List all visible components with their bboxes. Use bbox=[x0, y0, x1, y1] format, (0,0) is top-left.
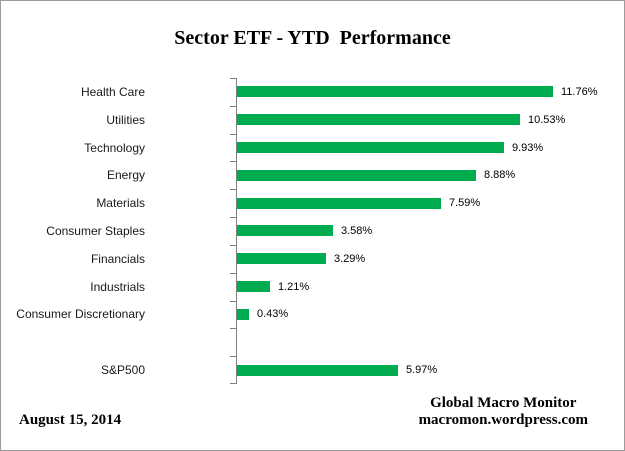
bar-row: 0.43% bbox=[237, 301, 624, 329]
value-label: 7.59% bbox=[449, 197, 481, 210]
category-label: S&P500 bbox=[100, 363, 145, 378]
bar bbox=[237, 253, 326, 265]
chart-title: Sector ETF - YTD Performance bbox=[174, 27, 451, 49]
bar bbox=[237, 169, 476, 181]
category-label: Consumer Discretionary bbox=[16, 307, 145, 322]
footer-source-name: Global Macro Monitor bbox=[430, 395, 577, 411]
axis-tick bbox=[230, 161, 236, 162]
value-label: 11.76% bbox=[561, 85, 598, 98]
value-label: 3.58% bbox=[341, 224, 373, 237]
bar bbox=[237, 142, 504, 154]
value-label: 1.21% bbox=[278, 280, 310, 293]
category-label: Technology bbox=[84, 140, 145, 155]
plot-area: Health Care Utilities Technology Energy Mate… bbox=[1, 78, 624, 384]
axis-tick bbox=[230, 301, 236, 302]
category-axis-labels: Health Care Utilities Technology Energy Mate… bbox=[1, 78, 145, 384]
axis-tick bbox=[230, 106, 236, 107]
value-label: 8.88% bbox=[484, 169, 516, 182]
bar bbox=[237, 308, 249, 320]
bar-row: 3.29% bbox=[237, 245, 624, 273]
category-label: Materials bbox=[96, 196, 145, 211]
category-label: Health Care bbox=[80, 84, 145, 99]
bar-row: 3.58% bbox=[237, 217, 624, 245]
bar-row: 1.21% bbox=[237, 273, 624, 301]
value-label: 0.43% bbox=[257, 308, 289, 321]
bar bbox=[237, 114, 520, 126]
axis-tick bbox=[230, 78, 236, 79]
category-label: Consumer Staples bbox=[46, 223, 145, 238]
bar-row: 9.93% bbox=[237, 134, 624, 162]
axis-tick bbox=[230, 189, 236, 190]
bar bbox=[237, 197, 441, 209]
category-label: Energy bbox=[106, 168, 145, 183]
bar-row: 11.76% bbox=[237, 78, 624, 106]
value-label: 9.93% bbox=[512, 141, 544, 154]
bar-row bbox=[237, 328, 624, 356]
footer-source: Global Macro Monitor macromon.wordpress.… bbox=[419, 395, 588, 429]
bar bbox=[237, 364, 398, 376]
axis-tick bbox=[230, 217, 236, 218]
value-label: 10.53% bbox=[528, 113, 566, 126]
footer-date: August 15, 2014 bbox=[19, 412, 122, 428]
category-label bbox=[1, 328, 145, 356]
axis-tick bbox=[230, 383, 236, 384]
bars-container: 11.76% 10.53% 9.93% 8.88% 7.59% 3.58% 3.29% 1.2… bbox=[237, 78, 624, 384]
category-label: Industrials bbox=[90, 279, 145, 294]
axis-tick bbox=[230, 134, 236, 135]
bar-row: 10.53% bbox=[237, 106, 624, 134]
axis-tick bbox=[230, 328, 236, 329]
footer-source-url: macromon.wordpress.com bbox=[418, 412, 588, 428]
category-label: Utilities bbox=[106, 112, 145, 127]
bar bbox=[237, 281, 270, 293]
category-label: Financials bbox=[90, 251, 145, 266]
axis-tick bbox=[230, 245, 236, 246]
value-label: 5.97% bbox=[406, 364, 438, 377]
axis-tick bbox=[230, 356, 236, 357]
category-axis-line bbox=[236, 78, 237, 384]
bar bbox=[237, 225, 333, 237]
axis-tick bbox=[230, 273, 236, 274]
bar-row: 5.97% bbox=[237, 356, 624, 384]
value-label: 3.29% bbox=[334, 252, 366, 265]
bar-row: 7.59% bbox=[237, 189, 624, 217]
bar-row: 8.88% bbox=[237, 161, 624, 189]
bar bbox=[237, 86, 553, 98]
